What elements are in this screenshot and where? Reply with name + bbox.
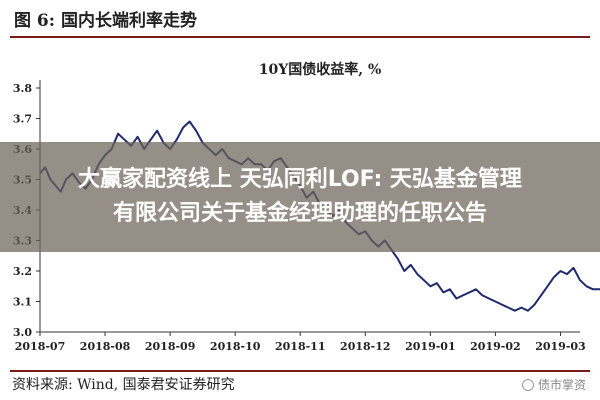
source-note: 资料来源: Wind, 国泰君安证券研究 xyxy=(12,377,235,393)
chart-title: 10Y国债收益率, % xyxy=(259,61,382,78)
y-tick-label: 3.1 xyxy=(13,296,32,309)
banner-line-1: 大赢家配资线上 天弘同利LOF: 天弘基金管理 xyxy=(78,167,522,192)
x-tick-label: 2018-09 xyxy=(145,340,196,353)
figure-title: 图 6: 国内长端利率走势 xyxy=(14,11,197,31)
title-divider xyxy=(10,36,590,38)
x-tick-label: 2019-01 xyxy=(405,340,456,353)
x-tick-label: 2018-08 xyxy=(80,340,131,353)
x-tick-label: 2018-07 xyxy=(15,340,66,353)
watermark-text: 债市掌资 xyxy=(537,378,586,392)
x-tick-label: 2018-12 xyxy=(340,340,391,353)
x-tick-label: 2019-02 xyxy=(470,340,521,353)
y-tick-label: 3.2 xyxy=(13,265,32,278)
y-tick-label: 3.8 xyxy=(13,82,32,95)
x-tick-label: 2018-11 xyxy=(275,340,326,353)
overlay-banner[interactable]: 大赢家配资线上 天弘同利LOF: 天弘基金管理 有限公司关于基金经理助理的任职公… xyxy=(0,142,600,252)
y-tick-label: 3.7 xyxy=(13,113,32,126)
watermark: 债市掌资 xyxy=(521,376,586,393)
footer-divider xyxy=(10,370,590,372)
x-tick-label: 2018-10 xyxy=(210,340,261,353)
banner-line-2: 有限公司关于基金经理助理的任职公告 xyxy=(112,201,487,226)
watermark-logo-icon xyxy=(521,378,534,391)
x-tick-label: 2019-03 xyxy=(535,340,586,353)
y-tick-label: 3.0 xyxy=(13,326,32,339)
